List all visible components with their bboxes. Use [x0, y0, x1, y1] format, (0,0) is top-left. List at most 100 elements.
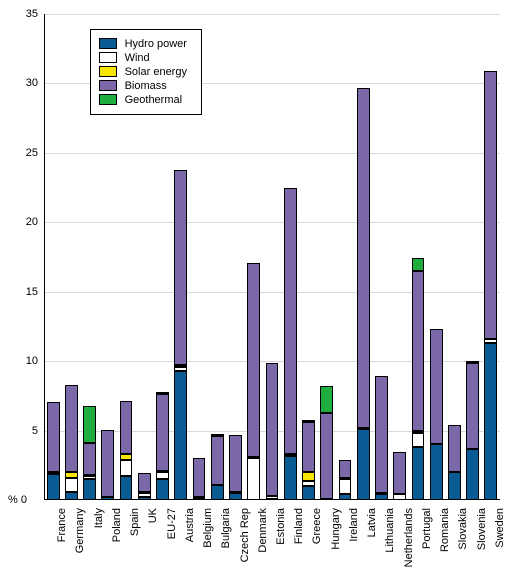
legend-swatch [99, 94, 117, 105]
x-tick-label: Sweden [494, 504, 506, 548]
bar [83, 406, 96, 500]
legend-label: Hydro power [125, 38, 187, 50]
bar-slot [445, 14, 463, 500]
bar-segment-wind [138, 493, 151, 497]
bar [65, 385, 78, 500]
bar [266, 363, 279, 500]
y-tick-label: 20 [26, 216, 38, 228]
x-tick-label: Spain [129, 504, 141, 536]
bar-segment-hydro [448, 472, 461, 500]
bar-segment-biomass [101, 430, 114, 497]
x-tick-label: Belgium [202, 504, 214, 548]
bar-segment-biomass [138, 473, 151, 492]
bar-segment-biomass [174, 170, 187, 366]
bar-segment-biomass [302, 422, 315, 472]
bar-segment-wind [484, 339, 497, 343]
bar-segment-wind [120, 460, 133, 477]
bar-segment-hydro [302, 486, 315, 500]
bar [174, 170, 187, 500]
bar-segment-biomass [466, 363, 479, 449]
bar-segment-hydro [284, 456, 297, 500]
bar-segment-wind [302, 481, 315, 487]
legend-row-biomass: Biomass [99, 80, 187, 92]
bar-slot [409, 14, 427, 500]
bar-segment-solar [65, 472, 78, 478]
bar-segment-geothermal [320, 386, 333, 412]
bar [211, 435, 224, 500]
legend-row-solar: Solar energy [99, 66, 187, 78]
bar [339, 460, 352, 500]
bar-segment-hydro [120, 476, 133, 500]
bar-segment-biomass [47, 402, 60, 471]
bar [357, 88, 370, 500]
bar-segment-geothermal [466, 361, 479, 363]
bar-segment-solar [302, 472, 315, 480]
bar-slot [44, 14, 62, 500]
bar-segment-biomass [229, 435, 242, 492]
x-tick-label: Hungary [330, 504, 342, 550]
bar-slot [372, 14, 390, 500]
bar [393, 452, 406, 500]
bar-segment-biomass [448, 425, 461, 472]
bar-segment-biomass [412, 271, 425, 431]
bar-segment-biomass [339, 460, 352, 478]
x-tick-label: Lithuania [384, 504, 396, 553]
bar-slot [318, 14, 336, 500]
legend-row-geothermal: Geothermal [99, 94, 187, 106]
x-tick-label: Estonia [275, 504, 287, 545]
x-tick-label: Italy [93, 504, 105, 528]
bar [430, 329, 443, 500]
bar-segment-biomass [284, 188, 297, 455]
bar-segment-biomass [430, 329, 443, 444]
x-tick-label: EU-27 [166, 504, 178, 539]
bar [156, 392, 169, 500]
x-tick-label: Slovakia [457, 504, 469, 550]
y-tick-label: 25 [26, 147, 38, 159]
bar-segment-biomass [65, 385, 78, 472]
bar-slot [464, 14, 482, 500]
bar-segment-wind [174, 367, 187, 371]
bar-slot [336, 14, 354, 500]
x-tick-label: Greece [311, 504, 323, 544]
x-tick-label: Bulgaria [220, 504, 232, 548]
bar-segment-biomass [266, 363, 279, 496]
bar [375, 376, 388, 500]
bar-segment-hydro [47, 474, 60, 500]
bar [247, 263, 260, 500]
bar-segment-biomass [120, 401, 133, 454]
bar [101, 430, 114, 500]
bar-slot [62, 14, 80, 500]
plot-area: 5101520253035 FranceGermanyItalyPolandSp… [44, 14, 500, 500]
bar-slot [263, 14, 281, 500]
x-tick-label: Finland [293, 504, 305, 544]
legend: Hydro powerWindSolar energyBiomassGeothe… [90, 29, 202, 115]
bar-slot [281, 14, 299, 500]
x-tick-label: Austria [184, 504, 196, 542]
y-tick-label: 30 [26, 77, 38, 89]
bar-segment-hydro [430, 444, 443, 500]
bar-slot [391, 14, 409, 500]
x-tick-label: Germany [74, 504, 86, 553]
bar-segment-geothermal [156, 392, 169, 395]
legend-swatch [99, 80, 117, 91]
bar-segment-geothermal [83, 406, 96, 443]
bar-segment-solar [120, 454, 133, 460]
bar-segment-hydro [484, 343, 497, 500]
bar [448, 425, 461, 500]
bar-segment-biomass [247, 263, 260, 457]
bar [412, 258, 425, 500]
x-tick-label: Czech Rep [239, 504, 251, 562]
y-axis-title: % 0 [8, 494, 27, 506]
x-tick-label: Ireland [348, 504, 360, 542]
bar-segment-biomass [320, 413, 333, 499]
bar-segment-solar [412, 431, 425, 434]
renewables-stacked-bar-chart: 5101520253035 FranceGermanyItalyPolandSp… [0, 0, 507, 579]
bar-segment-biomass [211, 436, 224, 485]
x-axis [44, 499, 500, 500]
bar [466, 361, 479, 500]
legend-swatch [99, 38, 117, 49]
bar-slot [482, 14, 500, 500]
x-tick-label: Netherlands [403, 504, 415, 567]
bar [284, 188, 297, 500]
bar-slot [245, 14, 263, 500]
